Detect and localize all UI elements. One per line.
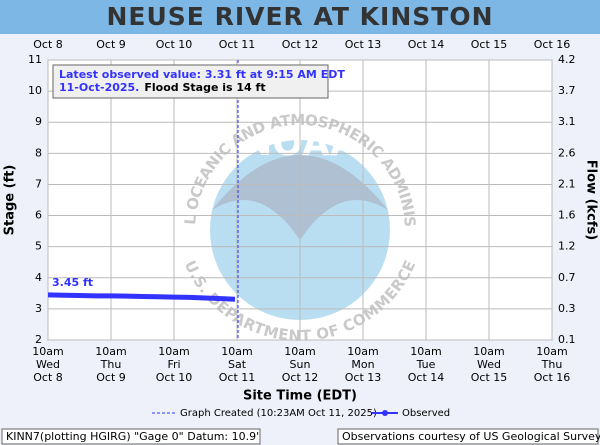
x-tick-label: Wed [477, 358, 501, 371]
legend-observed-dot [382, 410, 388, 416]
marks [47, 60, 239, 340]
legend-observed-label: Observed [402, 408, 450, 419]
annotation-date: 11-Oct-2025. [59, 81, 139, 94]
x-tick-label: 10am [284, 345, 315, 358]
y2-tick-label: 1.6 [558, 209, 576, 222]
y-tick-label: 7 [35, 177, 42, 190]
x-tick-label: 10am [32, 345, 63, 358]
annotation-line2: 11-Oct-2025. Flood Stage is 14 ft [59, 81, 266, 94]
y-tick-label: 9 [35, 115, 42, 128]
y-tick-label: 11 [28, 53, 42, 66]
x-tick-label: Oct 15 [471, 371, 508, 384]
y-tick-label: 6 [35, 209, 42, 222]
x-tick-label: Oct 14 [408, 371, 445, 384]
x2-tick-label: Oct 15 [471, 38, 508, 51]
x-tick-label: Sat [228, 358, 247, 371]
data-label: 3.45 ft [52, 276, 93, 289]
legend-created-label: Graph Created (10:23AM Oct 11, 2025) [180, 408, 377, 419]
y2-tick-label: 0.3 [558, 302, 576, 315]
title-banner [0, 0, 600, 34]
y2-axis-title: Flow (kcfs) [584, 160, 599, 240]
x2-tick-label: Oct 14 [408, 38, 445, 51]
footer-right-box [337, 428, 599, 445]
footer-left: KINN7(plotting HGIRG) "Gage 0" Datum: 10… [6, 430, 259, 443]
x-tick-label: Sun [290, 358, 311, 371]
x-tick-label: Oct 8 [33, 371, 63, 384]
x2-tick-label: Oct 13 [345, 38, 382, 51]
x-tick-label: Oct 9 [96, 371, 126, 384]
x-axis-title: Site Time (EDT) [243, 389, 357, 404]
annotation-flood: Flood Stage is 14 ft [144, 81, 265, 94]
y2-tick-label: 1.2 [558, 240, 576, 253]
y-tick-label: 3 [35, 302, 42, 315]
x2-tick-label: Oct 11 [219, 38, 256, 51]
x-tick-label: 10am [95, 345, 126, 358]
x-tick-label: Tue [416, 358, 436, 371]
x-tick-label: Oct 11 [219, 371, 256, 384]
annotation-box [52, 64, 329, 99]
series-line [47, 292, 236, 302]
y2-tick-label: 4.2 [558, 53, 576, 66]
x-tick-label: Oct 16 [534, 371, 571, 384]
y-tick-label: 8 [35, 146, 42, 159]
x-tick-label: 10am [221, 345, 252, 358]
x-tick-label: Oct 12 [282, 371, 319, 384]
x-tick-label: 10am [473, 345, 504, 358]
x2-tick-label: Oct 9 [96, 38, 126, 51]
x-tick-label: Mon [351, 358, 374, 371]
x2-tick-label: Oct 8 [33, 38, 63, 51]
x-tick-label: Wed [36, 358, 60, 371]
x-tick-label: Fri [167, 358, 180, 371]
y2-tick-label: 2.6 [558, 146, 576, 159]
x-tick-label: 10am [536, 345, 567, 358]
footer-left-box [1, 428, 261, 445]
y2-tick-label: 0.7 [558, 271, 576, 284]
x2-tick-label: Oct 10 [156, 38, 193, 51]
chart-title: NEUSE RIVER AT KINSTON [106, 2, 493, 31]
annotation-line1: Latest observed value: 3.31 ft at 9:15 A… [59, 68, 345, 81]
y-tick-label: 10 [28, 84, 42, 97]
y2-tick-label: 2.1 [558, 177, 576, 190]
x-tick-label: Oct 13 [345, 371, 382, 384]
y-tick-label: 4 [35, 271, 42, 284]
y2-tick-label: 3.7 [558, 84, 576, 97]
footer-right: Observations courtesy of US Geological S… [342, 430, 600, 443]
y2-tick-label: 0.1 [558, 333, 576, 346]
y-tick-label: 5 [35, 240, 42, 253]
y-tick-label: 2 [35, 333, 42, 346]
x2-tick-label: Oct 16 [534, 38, 571, 51]
y2-tick-label: 3.1 [558, 115, 576, 128]
x-tick-label: 10am [158, 345, 189, 358]
x-tick-label: Thu [541, 358, 563, 371]
x-tick-label: 10am [347, 345, 378, 358]
x-tick-label: 10am [410, 345, 441, 358]
x-tick-label: Thu [100, 358, 122, 371]
x2-tick-label: Oct 12 [282, 38, 319, 51]
x-tick-label: Oct 10 [156, 371, 193, 384]
y-axis-title: Stage (ft) [3, 165, 18, 236]
